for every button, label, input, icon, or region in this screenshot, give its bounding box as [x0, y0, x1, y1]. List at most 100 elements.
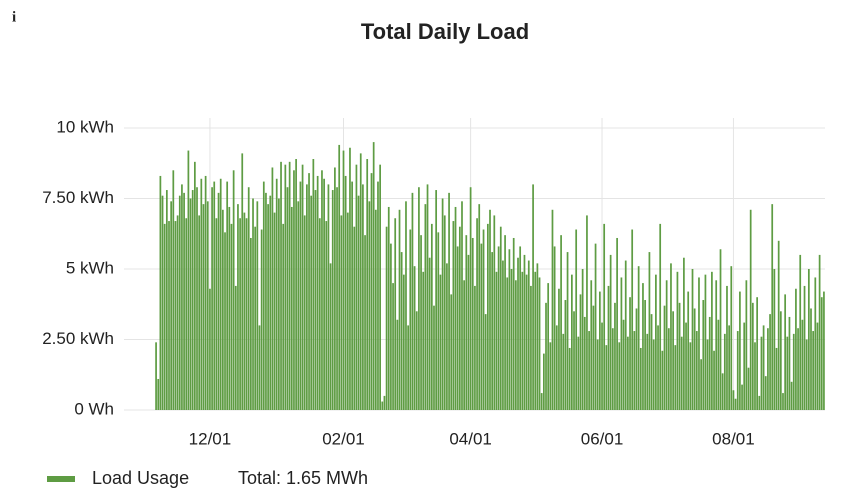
bar [228, 206, 231, 410]
bar [196, 187, 198, 410]
bar [538, 277, 541, 410]
bar [206, 201, 209, 410]
bar [243, 212, 246, 410]
bar [644, 300, 646, 410]
bar [609, 254, 612, 410]
bar [409, 229, 412, 410]
bar [377, 181, 379, 410]
bar [527, 260, 530, 410]
bar [764, 376, 767, 410]
bar [792, 333, 795, 410]
bar [217, 192, 220, 410]
bar [383, 395, 386, 410]
bar [344, 175, 347, 410]
bar [730, 266, 733, 410]
bar [754, 342, 756, 410]
bar [342, 150, 345, 410]
bar [178, 195, 181, 410]
bar [667, 328, 670, 410]
bar [226, 181, 229, 410]
bar [256, 201, 259, 410]
bar [758, 395, 761, 410]
bar [502, 260, 504, 410]
bar [590, 280, 593, 410]
bar [323, 178, 325, 410]
y-tick-label: 7.50 kWh [42, 188, 114, 207]
bar [329, 263, 332, 410]
bar [471, 237, 474, 410]
bar [224, 232, 226, 410]
bar [540, 393, 543, 410]
bar [760, 336, 763, 410]
bar [241, 153, 244, 410]
bar [402, 274, 405, 410]
bar [441, 198, 444, 410]
bar [415, 311, 418, 410]
bar [523, 254, 526, 410]
bar [430, 223, 433, 410]
bar [512, 237, 515, 410]
bar [689, 342, 692, 410]
bar [474, 285, 476, 410]
bar [424, 204, 427, 410]
bar [685, 322, 687, 410]
bar [551, 209, 554, 410]
bar [387, 206, 390, 410]
bar [325, 221, 328, 410]
bar [275, 178, 278, 410]
bar [637, 266, 640, 410]
bar [683, 257, 685, 410]
bar [618, 342, 621, 410]
bar [646, 333, 649, 410]
bar [814, 277, 817, 410]
bar [639, 347, 642, 410]
bar [588, 331, 590, 410]
bar [469, 187, 472, 410]
bar [521, 271, 524, 410]
bar [723, 333, 726, 410]
bar [372, 142, 375, 410]
bar [495, 271, 498, 410]
info-icon[interactable]: i [12, 9, 16, 25]
bar [620, 277, 623, 410]
bar [250, 237, 252, 410]
bar [411, 192, 414, 410]
bar [491, 252, 494, 410]
bar [359, 153, 362, 410]
bar [480, 243, 483, 410]
bar [663, 305, 666, 410]
bar [700, 359, 702, 410]
chart-title: Total Daily Load [361, 19, 529, 44]
bar [784, 294, 787, 410]
bar [284, 164, 287, 410]
bar [514, 280, 517, 410]
y-tick-label: 0 Wh [74, 399, 114, 418]
bar [366, 159, 369, 410]
bar [222, 209, 224, 410]
bar [508, 249, 511, 410]
bar [331, 190, 334, 410]
bar [592, 305, 595, 410]
bar [782, 393, 784, 410]
bar [306, 184, 308, 410]
bar [812, 331, 815, 410]
bar [422, 271, 425, 410]
bar [297, 201, 300, 410]
bar [633, 331, 636, 410]
bar [525, 274, 528, 410]
bar [394, 218, 397, 410]
bar [711, 271, 713, 410]
bar [642, 283, 644, 410]
bar [486, 223, 489, 410]
bar [767, 328, 769, 410]
bar [198, 215, 201, 410]
bar [680, 336, 683, 410]
bar [676, 271, 679, 410]
bar [586, 215, 588, 410]
bar [596, 339, 599, 410]
bar [278, 198, 280, 410]
x-tick-label: 06/01 [581, 429, 624, 448]
bar [579, 294, 582, 410]
bar [374, 209, 377, 410]
bar [282, 223, 285, 410]
